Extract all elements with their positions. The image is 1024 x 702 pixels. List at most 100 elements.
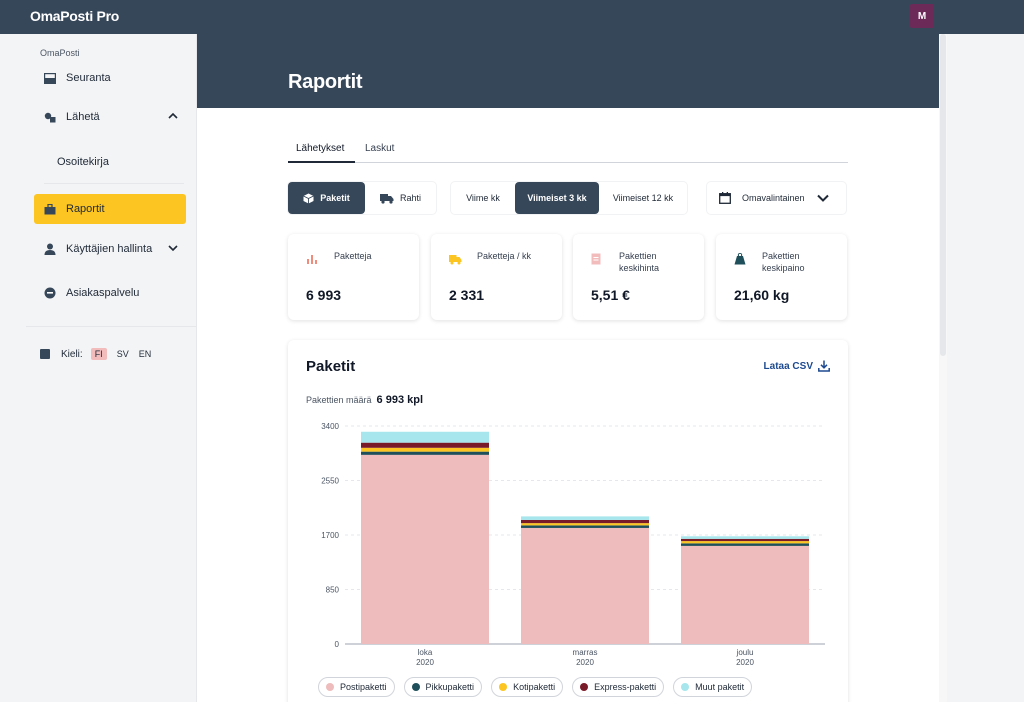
- legend-dot: [326, 683, 334, 691]
- bar-segment-kotipaketti: [521, 523, 649, 526]
- report-tabs: Lähetykset Laskut: [288, 136, 848, 163]
- stacked-bar-chart: 0850170025503400loka2020marras2020joulu2…: [321, 422, 825, 667]
- download-icon: [813, 360, 830, 372]
- legend-item[interactable]: Postipaketti: [318, 677, 395, 697]
- y-tick-label: 850: [326, 586, 340, 595]
- page-title: Raportit: [288, 71, 363, 93]
- y-tick-label: 2550: [321, 477, 339, 486]
- active-tab-indicator: [288, 161, 355, 163]
- legend-dot: [499, 683, 508, 691]
- legend-label: Postipaketti: [340, 682, 387, 692]
- chevron-down-icon[interactable]: [168, 243, 178, 255]
- chevron-down-icon: [816, 194, 829, 202]
- send-package-icon: [44, 111, 56, 123]
- sidebar-item-laheta[interactable]: Lähetä: [34, 102, 186, 132]
- sidebar-subitem-osoitekirja[interactable]: Osoitekirja: [57, 156, 109, 168]
- bar-segment-pikkupaketti: [681, 543, 809, 546]
- x-tick-label: 2020: [576, 658, 594, 667]
- paketit-button[interactable]: Paketit: [288, 182, 365, 214]
- sidebar-item-kayttajien-hallinta[interactable]: Käyttäjien hallinta: [34, 234, 186, 264]
- paketit-chart-panel: Paketit Lataa CSV Pakettien määrä 6 993 …: [288, 340, 848, 702]
- legend-label: Pikkupaketti: [425, 682, 475, 692]
- bar-segment-kotipaketti: [361, 447, 489, 452]
- user-avatar[interactable]: M: [910, 4, 934, 28]
- sidebar-item-seuranta[interactable]: Seuranta: [34, 63, 186, 93]
- stat-label: Paketteja: [334, 251, 372, 261]
- top-bar: OmaPosti Pro M: [0, 0, 1024, 34]
- stat-value: 6 993: [306, 287, 342, 303]
- legend-label: Kotipaketti: [513, 682, 556, 692]
- legend-item[interactable]: Kotipaketti: [491, 677, 564, 697]
- custom-period-dropdown[interactable]: Omavalintainen: [707, 182, 846, 214]
- inbox-icon: [44, 72, 56, 84]
- period-viimeiset-3-kk[interactable]: Viimeiset 3 kk: [515, 182, 599, 214]
- main-content: Lähetykset Laskut Paketit Rahti Viime kk…: [197, 108, 939, 702]
- bar-segment-postipaketti: [681, 545, 809, 644]
- sidebar-item-label: Asiakaspalvelu: [66, 287, 140, 299]
- x-tick-label: joulu: [736, 648, 754, 657]
- language-option-en[interactable]: EN: [138, 349, 152, 359]
- period-viime-kk[interactable]: Viime kk: [466, 193, 500, 203]
- sidebar-item-raportit[interactable]: Raportit: [34, 194, 186, 224]
- sidebar-item-label: Lähetä: [66, 111, 100, 123]
- truck-icon: [379, 193, 394, 204]
- legend-label: Muut paketit: [695, 682, 745, 692]
- stat-card-keskihinta: Pakettien keskihinta 5,51 €: [573, 234, 704, 320]
- briefcase-icon: [44, 203, 56, 215]
- period-toggle: Viime kk Viimeiset 3 kk Viimeiset 12 kk: [451, 182, 687, 214]
- y-tick-label: 0: [335, 640, 340, 649]
- legend-label: Express-paketti: [594, 682, 657, 692]
- rahti-label: Rahti: [399, 193, 421, 203]
- sidebar-item-label: Seuranta: [66, 72, 111, 84]
- tab-lahetykset[interactable]: Lähetykset: [296, 143, 345, 154]
- period-viimeiset-12-kk[interactable]: Viimeiset 12 kk: [612, 193, 674, 203]
- chevron-up-icon[interactable]: [168, 111, 178, 123]
- x-tick-label: 2020: [736, 658, 754, 667]
- shipment-type-toggle: Paketit Rahti: [288, 182, 436, 214]
- weight-icon: [734, 252, 746, 265]
- package-count: Pakettien määrä 6 993 kpl: [306, 394, 423, 406]
- language-selector: Kieli: FI SV EN: [40, 348, 161, 360]
- stat-label: Pakettien keskipaino: [762, 251, 805, 273]
- brand-logo[interactable]: OmaPosti Pro: [30, 8, 119, 24]
- sidebar-divider: [26, 326, 196, 327]
- bar-segment-express-paketti: [681, 538, 809, 542]
- stat-value: 21,60 kg: [734, 287, 790, 303]
- bar-chart-icon: [306, 252, 318, 264]
- language-icon: [40, 349, 50, 359]
- bar-segment-muut-paketit: [681, 536, 809, 539]
- chart-title: Paketit: [306, 358, 356, 375]
- stat-value: 5,51 €: [591, 287, 630, 303]
- legend-item[interactable]: Pikkupaketti: [403, 677, 483, 697]
- paketit-label: Paketit: [320, 193, 350, 203]
- sidebar-caption: OmaPosti: [40, 48, 80, 58]
- sidebar-item-asiakaspalvelu[interactable]: Asiakaspalvelu: [34, 278, 186, 308]
- rahti-button[interactable]: Rahti: [365, 182, 436, 214]
- bar-segment-muut-paketit: [521, 516, 649, 520]
- page-header: Raportit: [197, 34, 939, 108]
- sidebar-item-label: Käyttäjien hallinta: [66, 243, 153, 255]
- bar-segment-pikkupaketti: [521, 525, 649, 528]
- legend-item[interactable]: Express-paketti: [572, 677, 665, 697]
- legend-dot: [411, 683, 420, 691]
- download-csv-link[interactable]: Lataa CSV: [764, 360, 830, 372]
- bar-segment-express-paketti: [361, 442, 489, 448]
- language-option-sv[interactable]: SV: [116, 349, 129, 359]
- package-count-label: Pakettien määrä: [306, 395, 372, 405]
- legend-item[interactable]: Muut paketit: [673, 677, 753, 697]
- tab-laskut[interactable]: Laskut: [365, 143, 395, 154]
- package-count-value: 6 993 kpl: [376, 394, 424, 406]
- bar-segment-kotipaketti: [681, 541, 809, 544]
- language-option-fi[interactable]: FI: [90, 348, 107, 360]
- page-scrollbar[interactable]: [939, 34, 947, 702]
- bar-segment-postipaketti: [361, 454, 489, 644]
- language-label: Kieli:: [61, 348, 83, 360]
- package-icon: [303, 193, 314, 204]
- stat-value: 2 331: [449, 287, 485, 303]
- calendar-icon: [719, 192, 731, 204]
- scrollbar-thumb[interactable]: [940, 34, 946, 356]
- custom-period-button[interactable]: Omavalintainen: [707, 182, 846, 214]
- bar-segment-pikkupaketti: [361, 451, 489, 455]
- download-csv-label: Lataa CSV: [763, 360, 813, 372]
- x-tick-label: loka: [418, 648, 433, 657]
